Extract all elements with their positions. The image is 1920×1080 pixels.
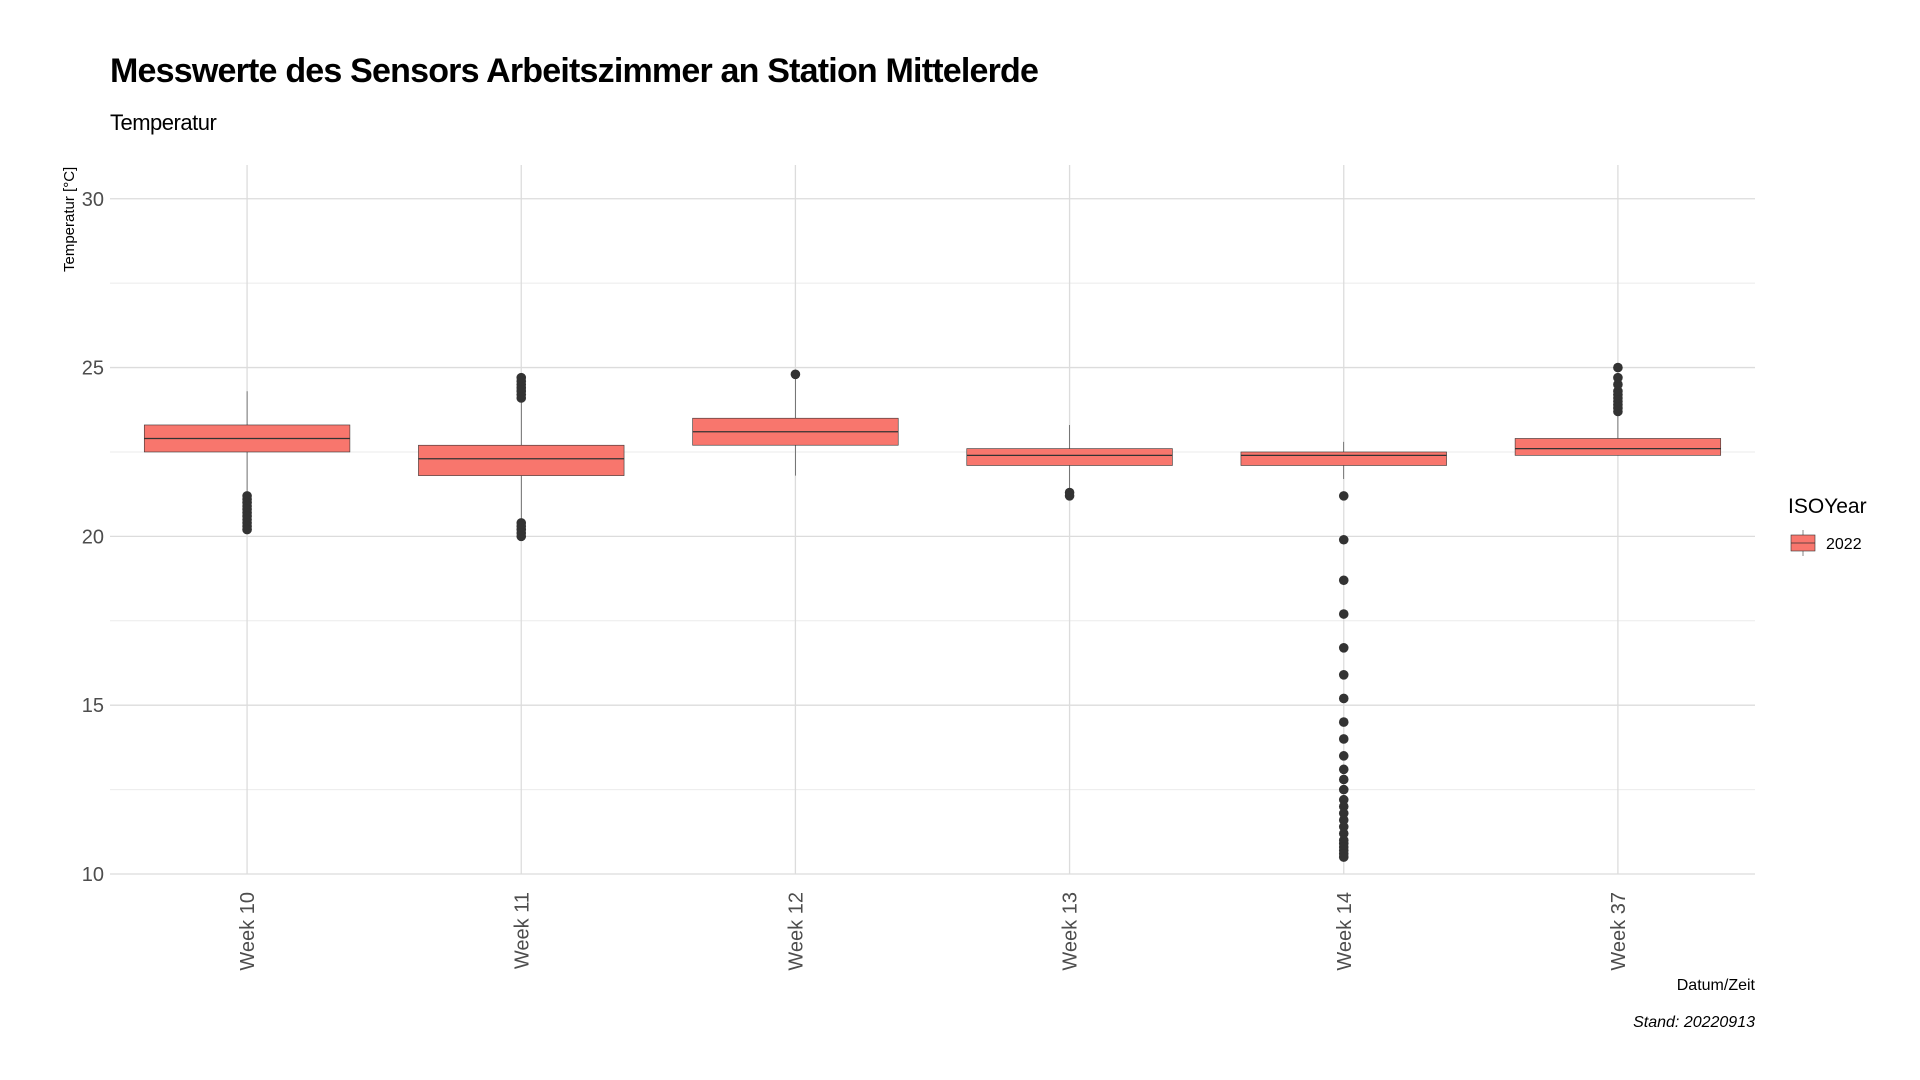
outlier-point: [1338, 717, 1349, 727]
y-tick-label: 30: [82, 189, 104, 211]
y-tick-label: 25: [82, 358, 104, 380]
x-tick-label: Week 14: [1334, 892, 1356, 971]
outlier-point: [1338, 670, 1349, 680]
box: [1514, 438, 1722, 456]
x-axis-label: Datum/Zeit: [1677, 977, 1756, 994]
outlier-point: [1338, 764, 1349, 775]
legend-label: 2022: [1826, 536, 1862, 553]
chart-caption: Stand: 20220913: [1633, 1014, 1755, 1031]
outlier-point: [1338, 784, 1349, 795]
x-tick-label: Week 37: [1608, 892, 1630, 971]
outlier-point: [1338, 575, 1349, 586]
outlier-point: [1338, 734, 1349, 744]
outlier-point: [1338, 815, 1349, 825]
outlier-point: [1613, 386, 1623, 397]
outlier-point: [242, 524, 252, 535]
outliers: [242, 362, 1623, 862]
y-tick-label: 20: [82, 526, 104, 548]
box: [418, 444, 625, 476]
outlier-point: [1338, 642, 1349, 653]
legend: ISOYear 2022: [1788, 495, 1867, 556]
outlier-point: [790, 369, 801, 380]
legend-title: ISOYear: [1788, 495, 1867, 518]
outlier-point: [1338, 828, 1349, 839]
outlier-point: [1613, 362, 1623, 373]
outlier-point: [1338, 808, 1349, 819]
box: [1240, 451, 1447, 466]
x-axis-ticks: Week 10 Week 11 Week 12 Week 13 Week 14 Week …: [237, 892, 1630, 971]
outlier-point: [1338, 821, 1349, 832]
x-tick-label: Week 10: [237, 892, 259, 971]
outlier-point: [1338, 491, 1349, 501]
x-tick-label: Week 13: [1060, 892, 1082, 971]
outlier-point: [1338, 774, 1349, 785]
outlier-point: [1613, 372, 1623, 383]
outlier-point: [1338, 609, 1349, 619]
outlier-point: [1064, 491, 1075, 501]
outlier-point: [1338, 534, 1349, 545]
outlier-point: [1338, 693, 1349, 704]
x-tick-label: Week 11: [511, 892, 533, 969]
outlier-point: [516, 531, 527, 542]
outlier-point: [1338, 852, 1349, 862]
grid: [110, 165, 1755, 875]
y-axis-ticks: 10 15 20 25 30: [82, 189, 104, 886]
y-axis-label: Temperatur [°C]: [61, 167, 78, 272]
outlier-point: [1338, 794, 1349, 805]
y-tick-label: 15: [82, 695, 104, 717]
outlier-point: [1613, 379, 1623, 390]
y-tick-label: 10: [82, 864, 104, 886]
outlier-point: [1338, 801, 1349, 812]
chart-subtitle: Temperatur: [110, 110, 217, 135]
box: [966, 448, 1173, 466]
outlier-point: [516, 372, 527, 383]
x-tick-label: Week 12: [785, 892, 807, 971]
outlier-point: [1338, 751, 1349, 761]
chart-title: Messwerte des Sensors Arbeitszimmer an S…: [110, 52, 1039, 90]
boxes: [143, 377, 1722, 520]
